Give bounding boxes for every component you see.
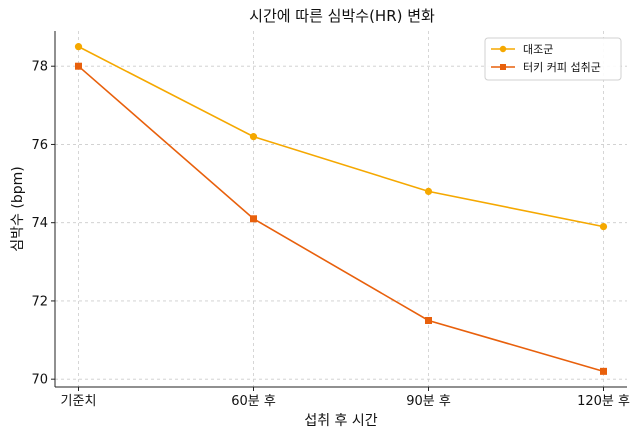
series-1 bbox=[75, 62, 607, 375]
x-tick-label: 90분 후 bbox=[406, 394, 451, 409]
chart-title: 시간에 따른 심박수(HR) 변화 bbox=[249, 7, 435, 25]
x-tick-label: 60분 후 bbox=[231, 394, 276, 409]
data-point bbox=[74, 43, 83, 51]
y-tick-label: 76 bbox=[31, 138, 48, 153]
y-tick-label: 78 bbox=[31, 60, 48, 75]
y-tick-label: 74 bbox=[31, 216, 48, 231]
data-point bbox=[424, 187, 433, 195]
series-layer bbox=[74, 43, 608, 375]
y-tick-label: 70 bbox=[31, 373, 48, 388]
legend-box bbox=[484, 37, 622, 81]
x-axis-label: 섭취 후 시간 bbox=[304, 413, 377, 429]
x-tick-label: 120분 후 bbox=[577, 394, 630, 409]
data-point bbox=[599, 223, 608, 231]
x-tick-label: 기준치 bbox=[61, 394, 97, 409]
y-tick-label: 72 bbox=[31, 294, 48, 309]
series-0 bbox=[74, 43, 608, 231]
x-ticks: 기준치 60분 후 90분 후 120분 후 bbox=[61, 387, 630, 409]
legend-marker bbox=[499, 45, 507, 53]
data-point bbox=[249, 133, 258, 141]
axes bbox=[54, 31, 627, 388]
legend-label: 대조군 bbox=[523, 43, 553, 56]
y-axis-label: 심박수 (bpm) bbox=[10, 166, 26, 251]
legend-label: 터키 커피 섭취군 bbox=[523, 61, 601, 74]
series-line bbox=[78, 45, 604, 228]
y-ticks: 70 72 74 76 78 bbox=[31, 60, 55, 388]
data-point bbox=[75, 62, 82, 70]
grid bbox=[55, 31, 627, 387]
data-point bbox=[250, 215, 257, 223]
series-line bbox=[77, 65, 604, 373]
data-point bbox=[600, 367, 607, 375]
data-point bbox=[425, 316, 432, 324]
legend-marker bbox=[500, 64, 506, 70]
